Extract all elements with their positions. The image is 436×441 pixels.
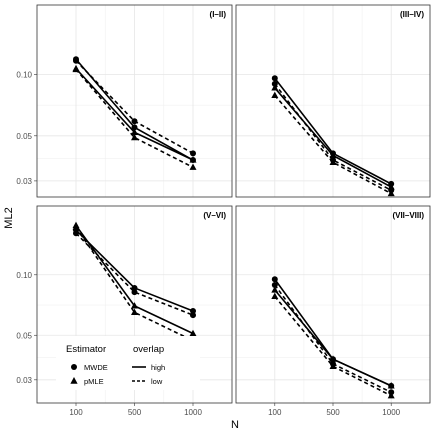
point-pmle xyxy=(271,91,279,99)
point-pmle xyxy=(271,286,279,293)
x-tick-label: 500 xyxy=(326,408,340,417)
point-pmle xyxy=(387,189,395,197)
point-mwde xyxy=(73,230,79,237)
point-mwde xyxy=(131,124,138,131)
legend-item-label: MWDE xyxy=(84,363,108,372)
y-tick-label: 0.10 xyxy=(16,71,32,80)
y-axis-title: ML2 xyxy=(3,207,15,228)
point-pmle xyxy=(72,65,80,73)
panel-2: (III–IV) xyxy=(235,4,431,198)
point-pmle xyxy=(271,84,279,91)
panel-border xyxy=(235,205,431,404)
legend-key-circle xyxy=(71,364,77,370)
legend-item-label: pMLE xyxy=(84,377,104,386)
legend-title-estimator: Estimator xyxy=(66,344,106,355)
point-pmle xyxy=(72,223,80,231)
panel-border xyxy=(235,4,431,198)
x-tick-label: 100 xyxy=(268,408,282,417)
x-tick-label: 1000 xyxy=(382,408,400,417)
y-tick-label: 0.03 xyxy=(16,376,32,385)
panel-tag: (V–VI) xyxy=(203,211,226,220)
legend-item-label: low xyxy=(151,377,163,386)
x-axis-title: N xyxy=(231,419,239,431)
x-tick-label: 100 xyxy=(69,408,83,417)
panel-4: 100 500 1000 (VII–VIII) xyxy=(235,205,431,417)
y-tick-label: 0.05 xyxy=(16,331,32,340)
panel-border xyxy=(36,205,233,404)
panel-1: 0.03 0.05 0.10 (I–II) xyxy=(16,4,233,198)
legend-key-triangle xyxy=(70,377,78,384)
legend: Estimator MWDE pMLE overlap high low xyxy=(56,336,200,390)
panel-tag: (I–II) xyxy=(210,10,227,19)
panel-tag: (III–IV) xyxy=(400,10,424,19)
point-pmle xyxy=(131,302,138,309)
legend-item-label: high xyxy=(151,363,165,372)
point-pmle xyxy=(387,391,395,399)
point-pmle xyxy=(131,128,138,135)
x-tick-label: 500 xyxy=(128,408,142,417)
point-pmle xyxy=(189,329,197,337)
point-mwde xyxy=(190,312,196,319)
legend-title-overlap: overlap xyxy=(133,344,164,355)
panel-border xyxy=(36,4,233,198)
series-pmle-low-line xyxy=(274,295,392,397)
point-pmle xyxy=(387,382,395,389)
y-tick-label: 0.03 xyxy=(16,177,32,186)
point-pmle xyxy=(329,355,337,362)
point-mwde xyxy=(271,276,278,283)
point-pmle xyxy=(387,183,395,190)
point-pmle xyxy=(189,156,197,163)
point-mwde xyxy=(271,75,278,82)
point-pmle xyxy=(131,308,138,315)
point-mwde xyxy=(271,281,278,288)
x-tick-label: 1000 xyxy=(184,408,202,417)
y-tick-label: 0.10 xyxy=(16,271,32,280)
point-pmle xyxy=(271,292,279,300)
point-pmle xyxy=(131,133,138,141)
point-mwde xyxy=(73,57,79,64)
point-mwde xyxy=(131,284,138,291)
series-pmle-low-line xyxy=(274,94,392,195)
y-tick-label: 0.05 xyxy=(16,132,32,141)
point-mwde xyxy=(271,80,278,87)
panel-tag: (VII–VIII) xyxy=(392,211,424,220)
point-pmle xyxy=(329,158,337,165)
point-mwde xyxy=(190,150,196,157)
point-pmle xyxy=(329,362,337,369)
point-pmle xyxy=(329,151,337,159)
series-pmle-low-line xyxy=(75,68,194,169)
point-mwde xyxy=(131,118,138,125)
legend-background xyxy=(56,336,200,390)
point-pmle xyxy=(189,163,197,170)
point-mwde xyxy=(131,289,138,296)
